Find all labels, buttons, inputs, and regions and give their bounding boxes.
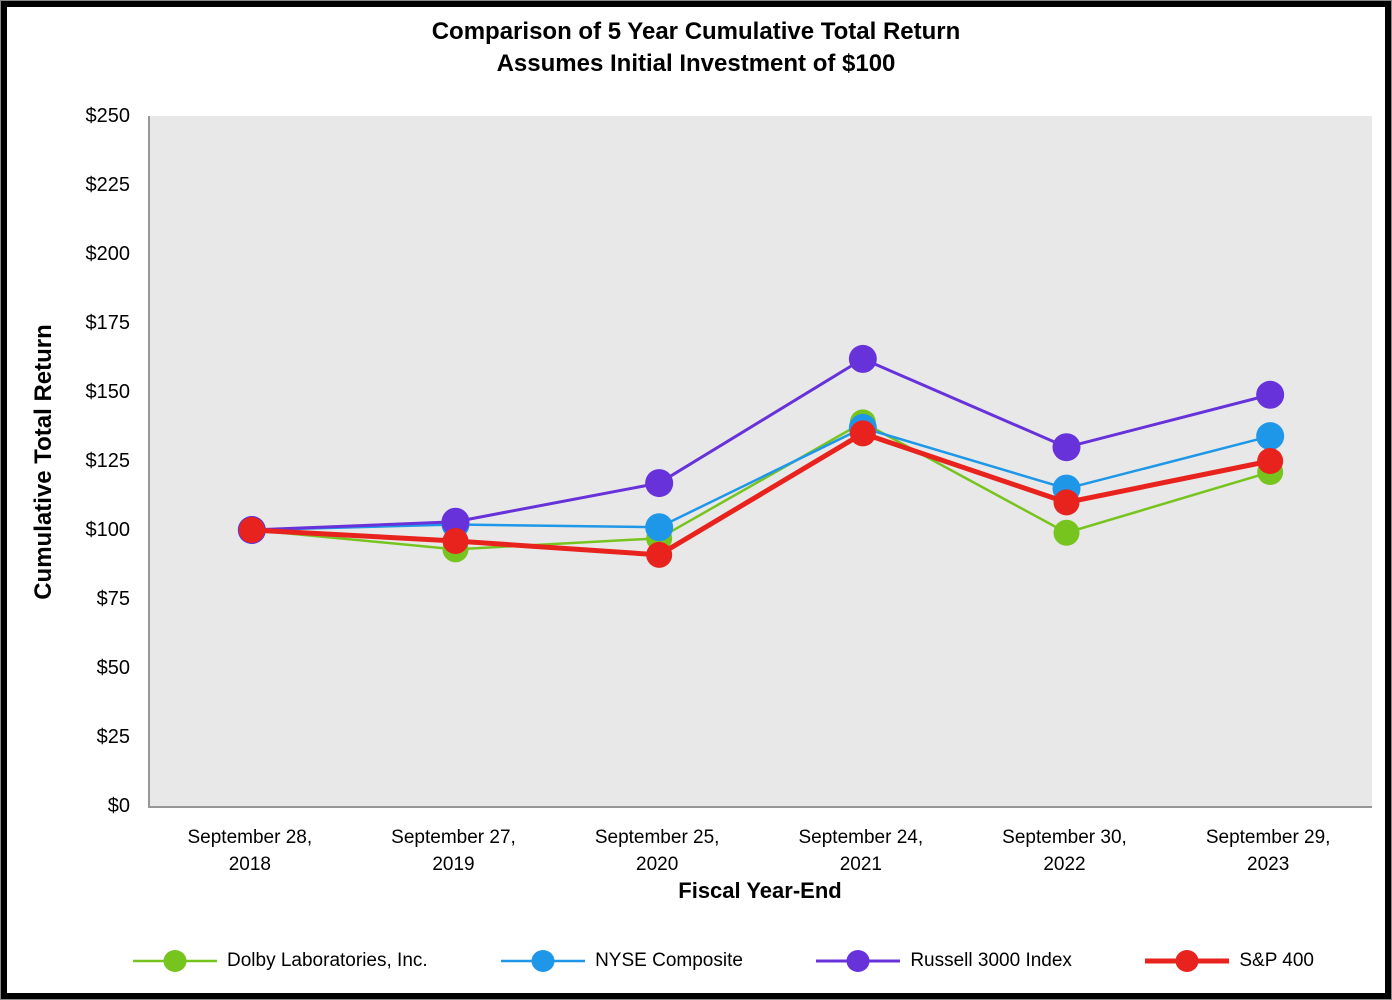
y-tick-label: $0: [107, 795, 130, 817]
data-point: [238, 517, 265, 543]
y-tick-label: $225: [85, 174, 131, 196]
x-tick-label: September 28, 2018: [187, 827, 313, 875]
line-chart-canvas: [237, 344, 1285, 568]
legend-item-1: NYSE Composite: [501, 947, 743, 975]
data-point: [1053, 489, 1080, 516]
legend-label: Dolby Laboratories, Inc.: [227, 950, 428, 971]
chart-title: Comparison of 5 Year Cumulative Total Re…: [0, 16, 1392, 80]
legend-label: NYSE Composite: [595, 950, 743, 971]
legend-marker-icon: [501, 950, 586, 972]
legend-marker-icon: [1145, 950, 1230, 972]
data-point: [1256, 422, 1285, 451]
chart-title-line1: Comparison of 5 Year Cumulative Total Re…: [431, 18, 961, 45]
y-tick-label: $150: [85, 381, 131, 403]
x-tick-label: September 24, 2021: [798, 827, 924, 875]
chart-title-line2: Assumes Initial Investment of $100: [496, 50, 896, 77]
x-tick-label: September 25, 2020: [594, 827, 720, 875]
legend-marker-icon: [133, 950, 217, 972]
data-point: [645, 469, 674, 498]
y-tick-label: $250: [85, 105, 131, 127]
series-line-1: [251, 426, 1271, 532]
series-line-0: [251, 420, 1271, 551]
y-tick-label: $25: [96, 726, 130, 748]
x-axis-title: Fiscal Year-End: [678, 878, 842, 903]
data-point: [1257, 448, 1284, 474]
x-tick-label: September 30, 2022: [1002, 827, 1127, 875]
legend-label: Russell 3000 Index: [910, 950, 1072, 971]
legend-item-2: Russell 3000 Index: [816, 947, 1072, 975]
legend-marker-icon: [816, 950, 901, 972]
data-point: [1052, 433, 1081, 462]
legend-label: S&P 400: [1239, 950, 1314, 971]
y-tick-label: $200: [85, 243, 131, 265]
series-line-2: [251, 357, 1271, 532]
y-tick-label: $125: [85, 450, 131, 472]
x-tick-label: September 29, 2023: [1205, 827, 1331, 875]
data-point: [848, 344, 877, 373]
y-tick-label: $100: [85, 519, 131, 541]
legend-item-3: S&P 400: [1145, 947, 1314, 975]
data-point: [1053, 519, 1080, 546]
plot-area: [148, 116, 1372, 808]
x-tick-label: September 27, 2019: [391, 827, 516, 875]
y-tick-label: $75: [96, 588, 130, 610]
data-point: [645, 513, 674, 542]
data-point: [441, 507, 470, 536]
chart-legend: Dolby Laboratories, Inc. NYSE Composite Ru…: [133, 938, 1314, 984]
y-tick-label: $50: [96, 657, 130, 679]
data-point: [646, 541, 673, 568]
data-point: [1256, 380, 1285, 409]
data-point: [442, 528, 469, 555]
data-point: [849, 420, 876, 447]
legend-item-0: Dolby Laboratories, Inc.: [133, 947, 428, 975]
y-tick-label: $175: [85, 312, 131, 334]
series-line-3: [251, 430, 1271, 558]
